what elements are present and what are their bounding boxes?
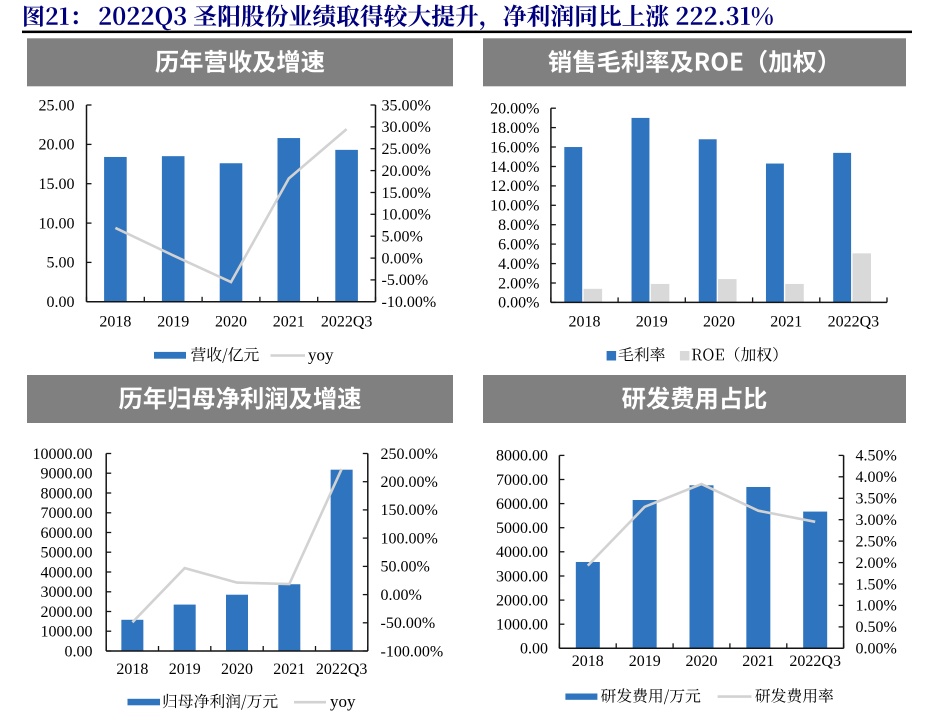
svg-text:2022Q3: 2022Q3: [828, 313, 880, 330]
svg-text:-50.00%: -50.00%: [381, 615, 436, 632]
svg-text:2022Q3: 2022Q3: [316, 661, 368, 678]
svg-text:2000.00: 2000.00: [496, 592, 548, 609]
svg-text:3.50%: 3.50%: [856, 491, 897, 508]
svg-text:4000.00: 4000.00: [41, 564, 93, 581]
svg-text:200.00%: 200.00%: [381, 474, 438, 491]
svg-text:20.00%: 20.00%: [490, 101, 539, 118]
svg-text:2022Q3: 2022Q3: [321, 313, 373, 330]
svg-text:1.50%: 1.50%: [856, 576, 897, 593]
svg-text:2019: 2019: [157, 313, 189, 330]
svg-text:250.00%: 250.00%: [381, 446, 438, 463]
svg-text:7000.00: 7000.00: [41, 505, 93, 522]
svg-text:14.00%: 14.00%: [490, 159, 539, 176]
svg-text:3.00%: 3.00%: [856, 512, 897, 529]
svg-text:2019: 2019: [629, 653, 661, 670]
svg-text:2021: 2021: [273, 661, 305, 678]
svg-text:10.00%: 10.00%: [490, 198, 539, 215]
svg-text:25.00%: 25.00%: [382, 141, 431, 158]
svg-text:2020: 2020: [215, 313, 247, 330]
svg-text:5.00: 5.00: [47, 255, 75, 272]
svg-text:0.00: 0.00: [65, 643, 93, 660]
svg-text:2018: 2018: [569, 313, 601, 330]
svg-text:15.00%: 15.00%: [382, 185, 431, 202]
svg-text:-100.00%: -100.00%: [381, 643, 444, 660]
svg-text:18.00%: 18.00%: [490, 120, 539, 137]
svg-text:100.00%: 100.00%: [381, 530, 438, 547]
svg-text:4.00%: 4.00%: [498, 256, 539, 273]
svg-text:10.00%: 10.00%: [382, 207, 431, 224]
svg-text:5.00%: 5.00%: [382, 229, 423, 246]
svg-text:6000.00: 6000.00: [41, 525, 93, 542]
svg-text:4.50%: 4.50%: [856, 448, 897, 465]
svg-text:2.00%: 2.00%: [498, 275, 539, 292]
svg-text:0.00%: 0.00%: [498, 295, 539, 312]
svg-text:2020: 2020: [703, 313, 735, 330]
svg-text:8000.00: 8000.00: [41, 485, 93, 502]
svg-text:2021: 2021: [770, 313, 802, 330]
svg-text:35.00%: 35.00%: [382, 97, 431, 114]
svg-text:2019: 2019: [636, 313, 668, 330]
svg-text:-5.00%: -5.00%: [382, 272, 429, 289]
svg-text:2019: 2019: [169, 661, 201, 678]
svg-text:2021: 2021: [742, 653, 774, 670]
svg-text:5000.00: 5000.00: [496, 520, 548, 537]
svg-text:150.00%: 150.00%: [381, 502, 438, 519]
svg-text:0.50%: 0.50%: [856, 619, 897, 636]
svg-text:30.00%: 30.00%: [382, 119, 431, 136]
svg-text:6.00%: 6.00%: [498, 236, 539, 253]
svg-text:0.00%: 0.00%: [856, 641, 897, 658]
svg-text:2021: 2021: [273, 313, 305, 330]
svg-text:25.00: 25.00: [39, 97, 75, 114]
svg-text:12.00%: 12.00%: [490, 178, 539, 195]
svg-text:0.00: 0.00: [47, 294, 75, 311]
svg-text:1000.00: 1000.00: [41, 624, 93, 641]
svg-text:1000.00: 1000.00: [496, 617, 548, 634]
svg-text:10.00: 10.00: [39, 215, 75, 232]
svg-text:2020: 2020: [221, 661, 253, 678]
svg-text:2022Q3: 2022Q3: [789, 653, 841, 670]
svg-text:7000.00: 7000.00: [496, 472, 548, 489]
svg-text:8000.00: 8000.00: [496, 448, 548, 465]
svg-text:20.00%: 20.00%: [382, 163, 431, 180]
svg-text:4000.00: 4000.00: [496, 544, 548, 561]
svg-text:2000.00: 2000.00: [41, 604, 93, 621]
svg-text:4.00%: 4.00%: [856, 469, 897, 486]
svg-text:0.00%: 0.00%: [381, 587, 422, 604]
svg-text:2018: 2018: [116, 661, 148, 678]
svg-text:0.00%: 0.00%: [382, 250, 423, 267]
svg-text:50.00%: 50.00%: [381, 559, 430, 576]
svg-text:yoy: yoy: [308, 345, 334, 364]
svg-text:yoy: yoy: [330, 692, 356, 711]
svg-text:-10.00%: -10.00%: [382, 294, 437, 311]
svg-text:6000.00: 6000.00: [496, 496, 548, 513]
svg-text:3000.00: 3000.00: [496, 568, 548, 585]
svg-text:15.00: 15.00: [39, 176, 75, 193]
svg-text:2.50%: 2.50%: [856, 533, 897, 550]
svg-text:3000.00: 3000.00: [41, 584, 93, 601]
svg-text:9000.00: 9000.00: [41, 466, 93, 483]
svg-text:10000.00: 10000.00: [33, 446, 93, 463]
svg-text:2.00%: 2.00%: [856, 555, 897, 572]
svg-text:5000.00: 5000.00: [41, 545, 93, 562]
svg-text:2018: 2018: [572, 653, 604, 670]
svg-text:8.00%: 8.00%: [498, 217, 539, 234]
svg-text:20.00: 20.00: [39, 137, 75, 154]
svg-text:16.00%: 16.00%: [490, 139, 539, 156]
svg-text:1.00%: 1.00%: [856, 598, 897, 615]
svg-text:0.00: 0.00: [520, 641, 548, 658]
svg-text:2018: 2018: [99, 313, 131, 330]
svg-text:2020: 2020: [686, 653, 718, 670]
